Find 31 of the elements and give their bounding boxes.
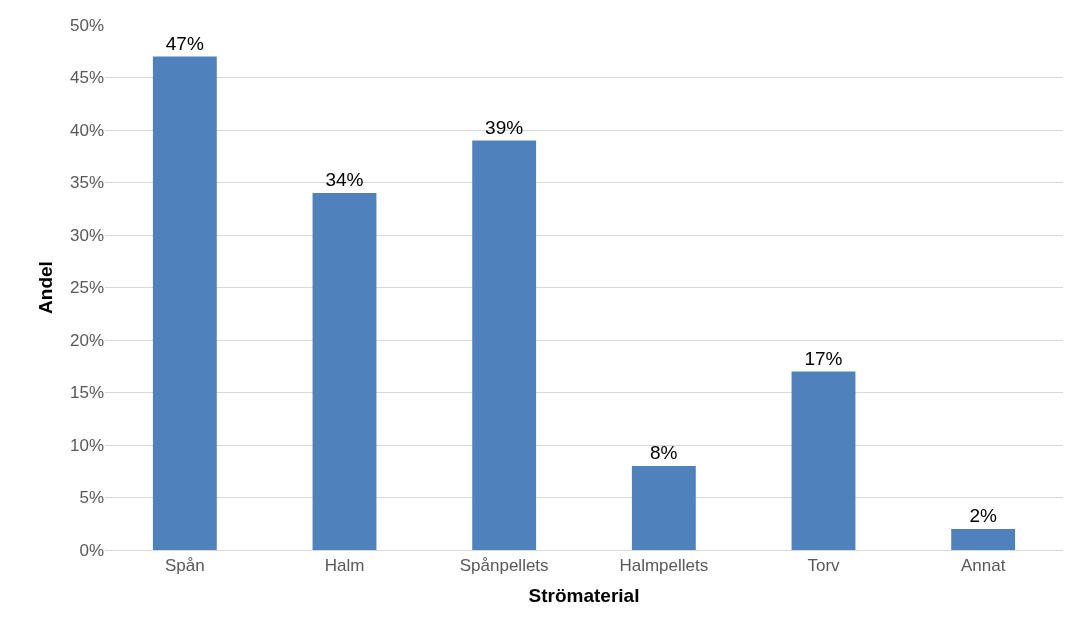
x-tick-label: Halm [324, 556, 365, 576]
x-tick-label: Halmpellets [619, 556, 709, 576]
data-label: 39% [485, 116, 524, 138]
y-tick-label: 35% [69, 173, 104, 193]
bar [791, 371, 856, 550]
bar [472, 140, 537, 550]
y-tick-label: 0% [79, 540, 104, 560]
data-label: 17% [804, 347, 843, 369]
x-axis-title: Strömaterial [528, 585, 640, 607]
y-tick-label: 15% [69, 383, 104, 403]
x-tick-label: Spån [164, 556, 205, 576]
y-tick-label: 50% [69, 15, 104, 35]
x-tick-label: Spånpellets [459, 556, 549, 576]
y-tick-label: 25% [69, 278, 104, 298]
bar [631, 466, 696, 550]
x-tick-label: Annat [960, 556, 1006, 576]
x-tick-label: Torv [807, 556, 841, 576]
y-tick-label: 20% [69, 330, 104, 350]
bar [951, 529, 1016, 550]
y-tick-label: 5% [79, 488, 104, 508]
y-tick-label: 40% [69, 120, 104, 140]
y-tick-label: 10% [69, 435, 104, 455]
data-label: 2% [969, 505, 997, 526]
bar [312, 193, 377, 550]
y-axis-title: Andel [34, 261, 56, 314]
data-label: 34% [325, 169, 364, 190]
data-label: 8% [650, 442, 678, 463]
y-tick-label: 45% [69, 68, 104, 88]
y-tick-label: 30% [69, 225, 104, 245]
bar [152, 56, 217, 550]
data-label: 47% [165, 32, 204, 54]
